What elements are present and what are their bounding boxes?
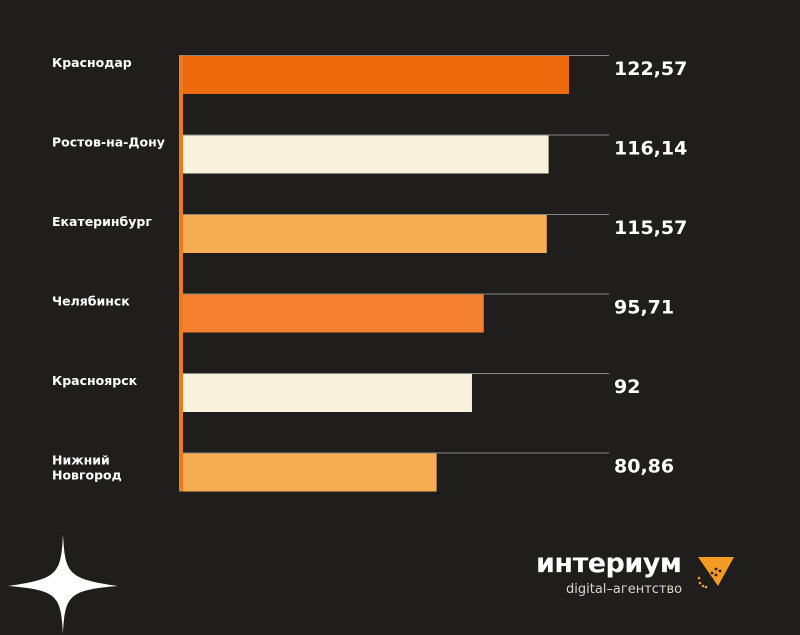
bar bbox=[180, 453, 437, 492]
value-label: 95,71 bbox=[614, 297, 674, 319]
y-axis-line bbox=[179, 55, 183, 492]
value-label: 122,57 bbox=[614, 58, 687, 80]
bar bbox=[180, 374, 472, 412]
category-label: Ростов-на-Дону bbox=[52, 135, 165, 150]
category-label: Нижний Новгород bbox=[52, 453, 122, 483]
category-label: Краснодар bbox=[52, 55, 132, 70]
four-point-star-icon bbox=[8, 534, 118, 634]
triangle-dots-icon bbox=[697, 557, 734, 589]
value-label: 115,57 bbox=[614, 217, 687, 239]
bar bbox=[180, 294, 484, 333]
category-label: Челябинск bbox=[52, 294, 130, 309]
category-label: Екатеринбург bbox=[52, 214, 152, 229]
value-label: 116,14 bbox=[614, 138, 687, 160]
value-label: 80,86 bbox=[614, 456, 674, 478]
bar bbox=[180, 215, 547, 253]
brand-logo: интериум digital–агентство bbox=[536, 548, 736, 608]
bar bbox=[180, 56, 569, 94]
bar bbox=[180, 135, 549, 174]
brand-tagline: digital–агентство bbox=[566, 582, 683, 597]
category-label: Красноярск bbox=[52, 373, 138, 388]
value-label: 92 bbox=[614, 376, 640, 398]
brand-name: интериум bbox=[536, 548, 682, 579]
